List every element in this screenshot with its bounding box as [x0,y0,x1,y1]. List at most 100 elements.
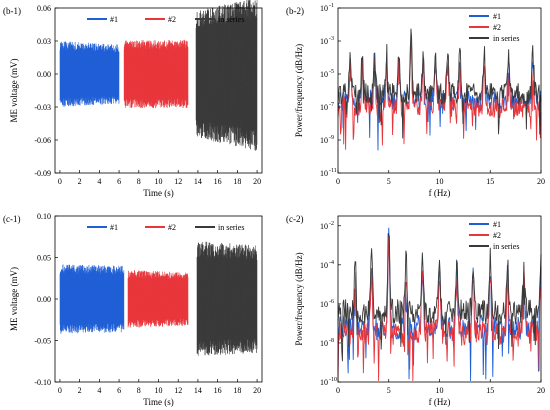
x-tick-label: 16 [214,177,222,186]
y-tick-exponent: -1 [329,3,334,9]
y-tick-exponent: -4 [329,260,334,266]
y-axis-label: ME voltage (mV) [9,267,19,331]
x-axis-label: f (Hz) [429,397,451,407]
legend-label: #2 [168,15,176,24]
legend-label: #2 [168,223,176,232]
y-tick-label: 0.05 [37,254,51,263]
y-tick-label: 10 [320,222,328,231]
chart-b1: (b-1) Time (s) ME voltage (mV) 0 2 4 6 8 10 12 14 1… [3,0,263,198]
x-tick-label: 20 [537,386,545,395]
legend-label: #1 [110,223,118,232]
y-tick-label: 10 [320,261,328,270]
y-tick-exponent: -11 [329,168,337,174]
x-tick-label: 4 [97,386,101,395]
chart-b2: (b-2) f (Hz) Power/frequency (dB/Hz) 0 5 10 15… [286,3,545,198]
y-tick-label: 0.10 [37,212,51,221]
series-line-1 [59,41,120,107]
legend-label: #1 [110,15,118,24]
x-tick-label: 18 [233,177,241,186]
x-tick-label: 10 [436,386,444,395]
legend-label: in series [493,34,519,43]
x-tick-label: 6 [117,177,121,186]
panel-label: (c-1) [3,214,21,224]
y-tick-exponent: -8 [329,338,334,344]
x-tick-label: 10 [436,177,444,186]
x-tick-label: 8 [137,177,141,186]
series-line-2 [337,237,542,382]
y-tick-label: 10 [320,378,328,387]
x-tick-label: 15 [486,386,494,395]
x-tick-label: 0 [336,177,340,186]
series-line-inseries [196,241,258,356]
y-tick-label: 10 [320,4,328,13]
y-tick-exponent: -2 [329,221,334,227]
y-tick-label: 10 [320,70,328,79]
y-tick-label: 10 [320,300,328,309]
y-tick-exponent: -10 [329,377,337,383]
x-tick-label: 0 [58,386,62,395]
x-tick-label: 20 [537,177,545,186]
panel-label: (b-2) [286,6,304,16]
x-tick-label: 8 [137,386,141,395]
plot-frame [337,215,542,383]
x-tick-label: 15 [486,177,494,186]
y-tick-exponent: -6 [329,299,334,305]
y-axis-label: Power/frequency (dB/Hz) [294,44,304,137]
series-line-2 [127,270,189,328]
x-tick-label: 2 [78,177,82,186]
x-tick-label: 14 [194,177,202,186]
y-tick-label: 0.00 [37,70,51,79]
series-line-inseries [195,0,258,151]
x-tick-label: 4 [97,177,101,186]
y-tick-label: 0.03 [37,37,51,46]
x-tick-label: 20 [253,386,261,395]
x-tick-label: 5 [387,177,391,186]
x-tick-label: 12 [174,177,182,186]
legend-label: #2 [493,231,501,240]
legend-label: #1 [493,12,501,21]
x-tick-label: 10 [155,177,163,186]
y-axis-label: Power/frequency (dB/Hz) [294,252,304,345]
legend-label: in series [218,15,244,24]
y-tick-exponent: -9 [329,135,334,141]
y-tick-label: 0.00 [37,295,51,304]
chart-c2: (c-2) f (Hz) Power/frequency (dB/Hz) 0 5 10 15… [286,214,545,407]
y-tick-label: -0.10 [34,378,51,387]
y-tick-label: -0.03 [34,103,51,112]
x-axis-label: Time (s) [143,397,173,407]
series-line-inseries [337,233,542,362]
x-axis-label: f (Hz) [429,188,451,198]
x-tick-label: 16 [214,386,222,395]
y-tick-exponent: -7 [329,102,334,108]
x-tick-label: 6 [117,386,121,395]
y-tick-label: 10 [320,136,328,145]
y-tick-exponent: -5 [329,69,334,75]
legend-label: #1 [493,220,501,229]
legend-label: in series [218,223,244,232]
panel-label: (c-2) [286,214,304,224]
chart-c1: (c-1) Time (s) ME voltage (mV) 0 2 4 6 8 10 12 14 1… [3,212,263,407]
x-axis-label: Time (s) [143,188,173,198]
y-tick-label: 10 [320,169,328,178]
y-tick-label: -0.09 [34,169,51,178]
y-axis-label: ME voltage (mV) [9,59,19,123]
x-tick-label: 2 [78,386,82,395]
x-tick-label: 0 [336,386,340,395]
x-tick-label: 5 [387,386,391,395]
x-tick-label: 14 [194,386,202,395]
y-tick-label: 10 [320,37,328,46]
series-line-inseries [337,28,542,139]
series-line-2 [123,39,189,109]
y-tick-label: 0.06 [37,4,51,13]
y-tick-exponent: -3 [329,36,334,42]
y-tick-label: -0.06 [34,136,51,145]
panel-label: (b-1) [3,6,21,16]
legend-label: #2 [493,23,501,32]
x-tick-label: 10 [155,386,163,395]
series-line-1 [59,264,125,334]
y-tick-label: 10 [320,103,328,112]
x-tick-label: 18 [233,386,241,395]
legend-label: in series [493,242,519,251]
y-tick-label: 10 [320,339,328,348]
